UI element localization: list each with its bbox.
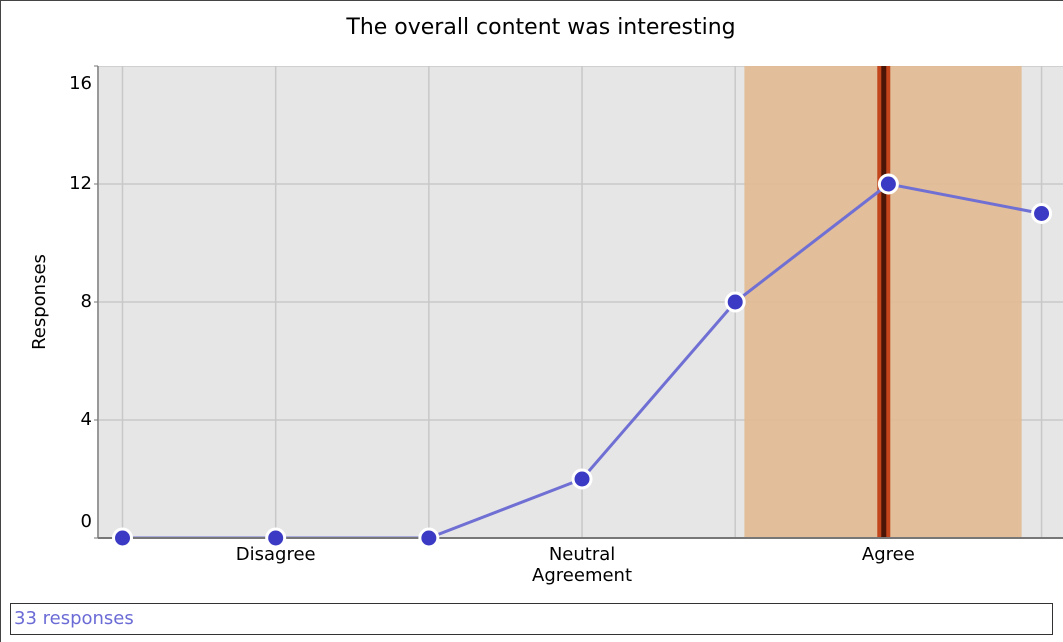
data-point xyxy=(571,468,593,490)
data-point xyxy=(877,173,899,195)
chart: The overall content was interesting Resp… xyxy=(29,15,1063,586)
y-tick-label: 12 xyxy=(69,173,92,194)
y-tick-label: 8 xyxy=(81,291,92,312)
y-axis-label: Responses xyxy=(29,254,50,350)
x-tick-label: Neutral Agreement xyxy=(532,544,632,586)
data-point xyxy=(418,527,440,549)
data-point xyxy=(724,291,746,313)
data-point xyxy=(1031,203,1053,224)
response-count: 33 responses xyxy=(10,603,1053,635)
chart-title: The overall content was interesting xyxy=(345,15,735,40)
x-tick-label: Disagree xyxy=(236,544,316,565)
plot xyxy=(98,66,1063,538)
y-tick-label: 4 xyxy=(81,409,92,430)
y-tick-label: 16 xyxy=(69,73,92,94)
data-point xyxy=(265,527,287,549)
y-tick-label: 0 xyxy=(81,511,92,532)
data-point xyxy=(112,527,134,549)
x-tick-label: Agree xyxy=(862,544,915,565)
